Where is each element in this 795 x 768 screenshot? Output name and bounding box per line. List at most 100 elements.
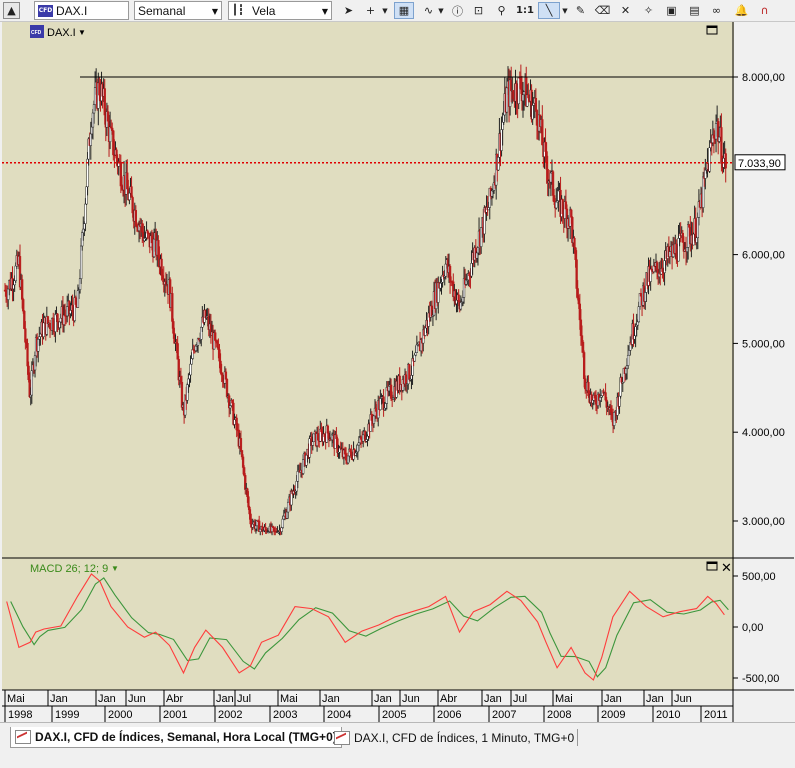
candle-body	[534, 97, 538, 111]
x-month-label: Jun	[674, 693, 692, 705]
candle-body	[84, 203, 87, 224]
candle-body	[56, 313, 59, 323]
candle-body	[281, 518, 284, 528]
macd-tick-label: 0,00	[742, 622, 763, 634]
candle-body	[214, 332, 217, 341]
x-year-label: 2005	[382, 709, 406, 721]
y-tick-label: 8.000,00	[742, 72, 785, 84]
trend-line-icon[interactable]: ╲	[538, 2, 560, 19]
cfd-icon: CFD	[38, 4, 53, 17]
x-year-label: 1998	[8, 709, 32, 721]
x-month-label: Jan	[98, 693, 116, 705]
current-price-label: 7.033,90	[738, 158, 781, 170]
candle-body	[626, 354, 630, 366]
symbol-tag[interactable]: DAX.I	[47, 27, 76, 39]
candle-body	[582, 352, 586, 379]
symbol-field[interactable]: CFD DAX.I	[34, 1, 129, 20]
template-icon[interactable]: ▣	[666, 4, 677, 17]
close-macd-icon[interactable]: ✕	[721, 560, 732, 575]
cfd-icon	[30, 25, 44, 38]
x-month-label: Mai	[555, 693, 573, 705]
candle-body	[724, 153, 727, 169]
tab-dax-1min[interactable]: DAX.I, CFD de Índices, 1 Minuto, TMG+0	[330, 727, 578, 748]
y-tick-label: 5.000,00	[742, 338, 785, 350]
chevron-down-icon: ▼	[211, 7, 218, 16]
candlestick-icon: ┃┇	[232, 5, 245, 16]
candle-body	[134, 210, 137, 227]
collapse-up-icon[interactable]: ▲	[3, 2, 20, 19]
macd-lines-group	[6, 573, 729, 681]
zoom-rectangle-icon[interactable]: ⊡	[473, 4, 484, 17]
x-month-label: Jul	[237, 693, 251, 705]
y-tick-label: 4.000,00	[742, 427, 785, 439]
current-price-box	[734, 154, 786, 171]
x-year-label: 2006	[437, 709, 461, 721]
wave-icon[interactable]: ∿	[423, 4, 434, 17]
info-icon[interactable]: ⓘ	[452, 4, 463, 18]
candle-body	[21, 279, 24, 300]
x-month-label: Jul	[513, 693, 527, 705]
x-year-label: 1999	[55, 709, 79, 721]
candle-body	[79, 245, 83, 279]
grid-cursor-icon[interactable]: ▦	[394, 2, 414, 19]
magnet-icon[interactable]: ∩	[760, 4, 769, 17]
pencil-icon[interactable]: ✎	[575, 4, 586, 17]
tab-divider	[577, 729, 578, 746]
candle-body	[39, 333, 42, 337]
candle-body	[247, 496, 250, 508]
x-month-label: Abr	[440, 693, 457, 705]
x-year-label: 2004	[327, 709, 351, 721]
candle-body	[408, 364, 411, 380]
link-icon[interactable]: ∞	[711, 4, 722, 17]
chart-window-icon[interactable]: ▤	[689, 4, 700, 17]
candles-group	[3, 64, 727, 536]
alert-bell-icon[interactable]: 🔔	[734, 4, 749, 17]
chevron-down-icon[interactable]: ▼	[78, 28, 86, 37]
chart-style-value: Vela	[252, 3, 276, 18]
chevron-down-icon[interactable]: ▼	[382, 6, 388, 15]
x-month-label: Jun	[402, 693, 420, 705]
ratio-button[interactable]: 1:1	[516, 5, 534, 16]
period-select[interactable]: Semanal ▼	[134, 1, 222, 20]
candle-body	[286, 501, 290, 513]
macd-label[interactable]: MACD 26; 12; 9	[30, 563, 108, 575]
tab-dax-weekly[interactable]: DAX.I, CFD de Índices, Semanal, Hora Loc…	[10, 727, 342, 748]
candle-body	[584, 378, 587, 390]
pointer-icon[interactable]: ➤	[343, 4, 354, 17]
price-chart[interactable]: 8.000,00 6.000,00 5.000,00 4.000,00 3.000,00…	[2, 22, 794, 722]
x-year-label: 2000	[108, 709, 132, 721]
x-year-label: 2009	[601, 709, 625, 721]
chart-area[interactable]: 8.000,00 6.000,00 5.000,00 4.000,00 3.000,00…	[2, 22, 794, 722]
x-month-label: Jan	[646, 693, 664, 705]
chevron-down-icon[interactable]: ▼	[562, 6, 568, 15]
zoom-icon[interactable]: ⚲	[497, 4, 506, 17]
y-tick-label: 3.000,00	[742, 516, 785, 528]
candle-body	[239, 438, 243, 451]
candle-body	[326, 425, 329, 434]
x-month-label: Jan	[374, 693, 392, 705]
chevron-down-icon[interactable]: ▼	[438, 6, 444, 15]
eraser-icon[interactable]: ⌫	[594, 4, 611, 17]
x-month-label: Mai	[7, 693, 25, 705]
x-month-label: Jan	[484, 693, 502, 705]
x-ticks-group: Mai Jan Jan Jun Abr Jan Jul Mai Jan Jan Jun Abr Jan J…	[4, 690, 728, 722]
crosshair-icon[interactable]: +	[365, 4, 376, 17]
x-year-label: 2007	[492, 709, 516, 721]
period-select-value: Semanal	[138, 3, 186, 18]
chart-icon	[334, 730, 350, 745]
candle-body	[573, 237, 576, 249]
x-month-label: Jan	[216, 693, 234, 705]
y-axis-bg	[734, 22, 794, 690]
magic-icon[interactable]: ✧	[643, 4, 654, 17]
macd-line	[6, 573, 725, 681]
macd-tick-label: 500,00	[742, 571, 776, 583]
candle-body	[555, 201, 558, 209]
x-month-label: Jan	[322, 693, 340, 705]
delete-drawings-icon[interactable]: ✕	[620, 4, 631, 17]
svg-text:CFD: CFD	[31, 30, 42, 36]
chart-style-select[interactable]: ┃┇ Vela ▼	[228, 1, 332, 20]
candle-body	[311, 441, 314, 446]
tab-label: DAX.I, CFD de Índices, 1 Minuto, TMG+0	[354, 730, 575, 745]
toolbar: ▲ CFD DAX.I Semanal ▼ ┃┇ Vela ▼ ➤ + ▼ ▦ …	[0, 0, 795, 22]
chevron-down-icon[interactable]: ▼	[111, 564, 119, 573]
